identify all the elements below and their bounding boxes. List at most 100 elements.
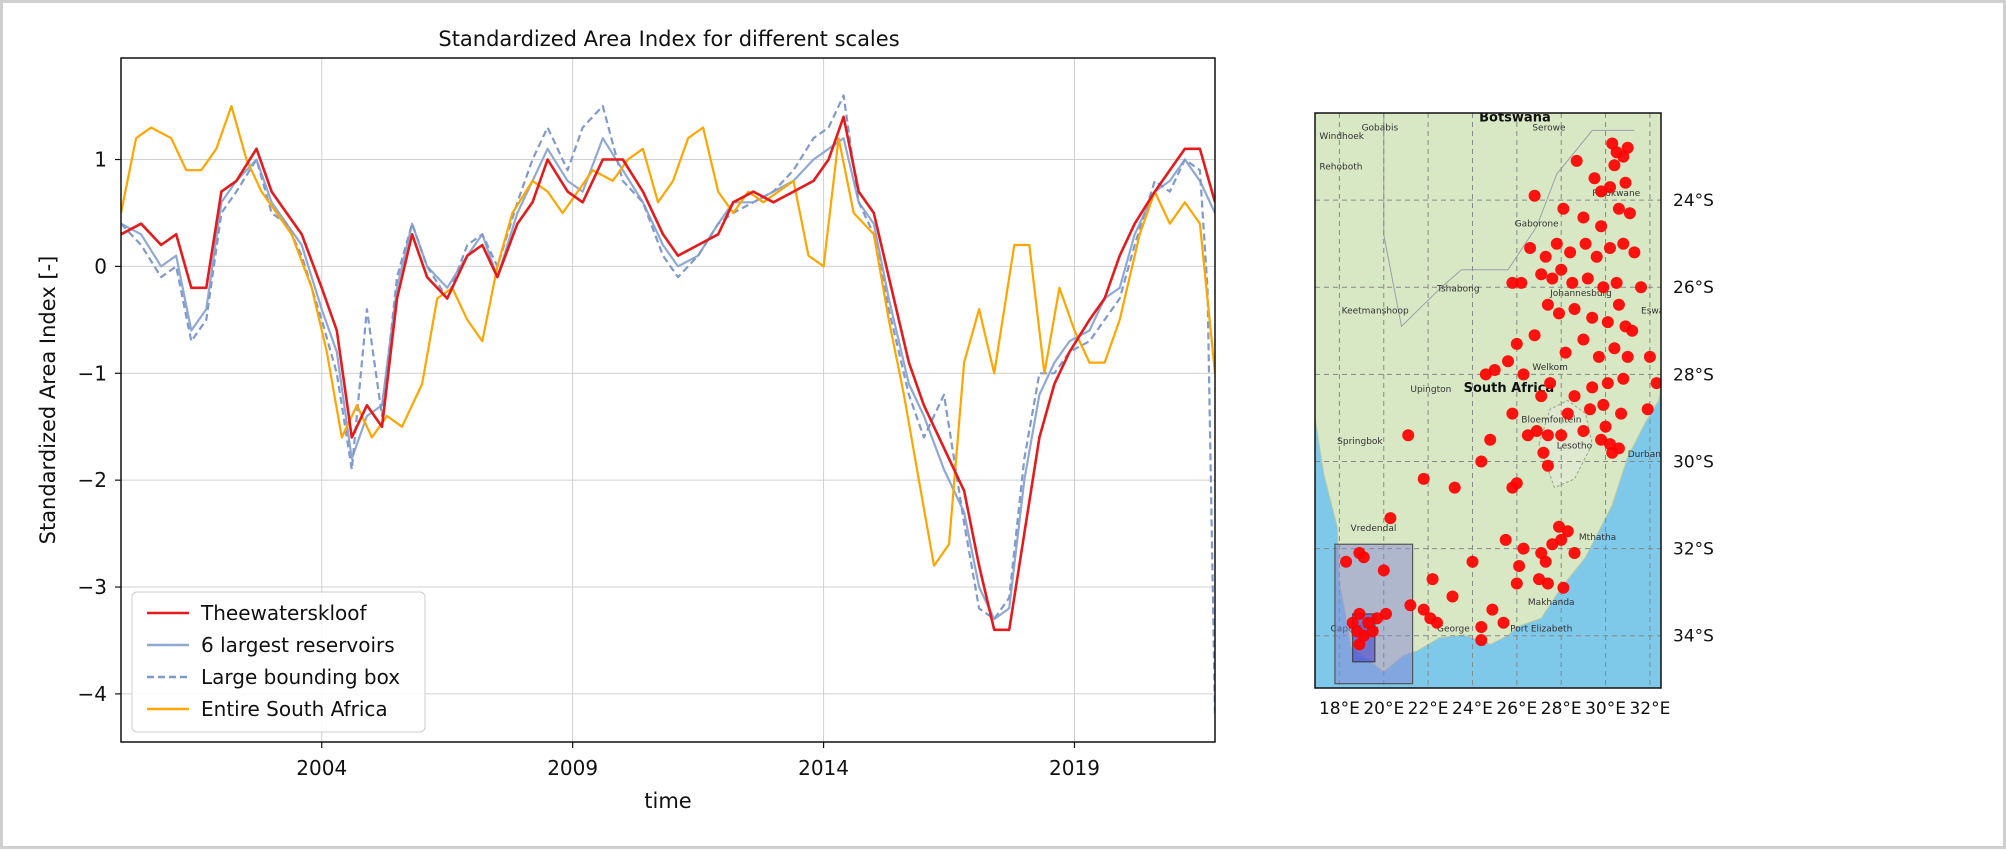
reservoir-point [1553, 307, 1565, 320]
reservoir-point [1510, 337, 1523, 350]
place-label: South Africa [1464, 381, 1555, 396]
reservoir-point [1541, 459, 1554, 472]
reservoir-point [1588, 172, 1601, 185]
x-axis-label: time [644, 789, 691, 813]
place-label: Serowe [1532, 123, 1566, 133]
place-label: Bloemfontein [1521, 415, 1581, 425]
place-label: Mthatha [1579, 533, 1616, 543]
legend: Theewaterskloof 6 largest reservoirs Large… [131, 591, 426, 733]
reservoir-point [1446, 590, 1459, 603]
place-labels: Botswana South Africa Eswatini Lesotho Windh… [1319, 113, 1661, 634]
reservoir-point [1417, 472, 1430, 485]
reservoir-point [1537, 446, 1550, 459]
reservoir-point [1612, 202, 1625, 215]
reservoir-point [1650, 377, 1661, 390]
series-lines [121, 94, 1215, 716]
x-axis-ticks: 2004 2009 2014 2019 [296, 742, 1100, 780]
reservoir-point [1561, 525, 1574, 538]
reservoir-point [1484, 433, 1497, 446]
reservoir-point [1528, 329, 1541, 342]
reservoir-point [1380, 607, 1392, 620]
reservoir-point [1590, 250, 1603, 263]
legend-label: Entire South Africa [201, 697, 388, 721]
reservoir-point [1530, 425, 1543, 437]
reservoir-point [1601, 316, 1614, 329]
place-label: Upington [1410, 385, 1451, 395]
reservoir-point [1533, 573, 1545, 586]
reservoir-point [1570, 154, 1583, 167]
reservoir-point [1402, 429, 1415, 442]
reservoir-point [1486, 603, 1499, 616]
x-tick-label: 2004 [296, 756, 347, 780]
reservoir-point [1353, 607, 1366, 620]
reservoir-point [1535, 390, 1548, 403]
map-lat-label: 24°S [1673, 191, 1714, 211]
reservoir-point [1431, 616, 1443, 629]
y-tick-label: 1 [94, 148, 107, 172]
map-longitude-ticks: 18°E 20°E 22°E 24°E 26°E 28°E 30°E 32°E [1319, 699, 1670, 719]
chart-title: Standardized Area Index for different sc… [438, 27, 899, 51]
map-lat-label: 30°S [1673, 452, 1714, 472]
reservoir-point [1546, 538, 1559, 551]
reservoir-point [1541, 429, 1554, 442]
reservoir-point [1557, 202, 1570, 215]
place-label: Gaborone [1515, 219, 1559, 229]
reservoir-point [1557, 581, 1570, 594]
reservoir-point [1555, 429, 1568, 442]
reservoir-point [1621, 350, 1634, 363]
reservoir-point [1592, 350, 1605, 363]
reservoir-point [1586, 311, 1599, 324]
reservoir-point [1371, 612, 1384, 625]
x-tick-label: 2019 [1049, 756, 1100, 780]
reservoir-point [1577, 211, 1590, 224]
legend-label: Large bounding box [201, 665, 400, 689]
reservoir-point [1597, 281, 1610, 294]
place-label: Makhanda [1528, 598, 1575, 608]
reservoir-point [1615, 407, 1628, 420]
place-label: Vredendal [1350, 524, 1396, 534]
reservoir-point [1608, 159, 1621, 172]
place-label: George [1437, 624, 1470, 634]
y-axis-ticks: 1 0 −1 −2 −3 −4 [78, 148, 121, 706]
reservoir-point [1564, 246, 1577, 259]
reservoir-point [1566, 276, 1579, 289]
map-lon-label: 20°E [1363, 699, 1404, 719]
reservoir-point [1488, 364, 1501, 376]
series-line-entire-south-africa [121, 104, 1215, 567]
reservoir-point [1577, 425, 1590, 437]
reservoir-point [1528, 189, 1541, 202]
reservoir-point [1521, 429, 1534, 442]
map-lon-label: 24°E [1452, 699, 1493, 719]
reservoir-point [1635, 281, 1647, 294]
legend-box [131, 591, 426, 733]
reservoir-point [1475, 455, 1488, 468]
place-label: Windhoek [1319, 132, 1364, 142]
y-tick-label: −2 [78, 468, 107, 492]
reservoir-point [1426, 573, 1439, 586]
map-lon-label: 26°E [1496, 699, 1537, 719]
reservoir-point [1535, 268, 1548, 281]
place-label: Gobabis [1362, 123, 1399, 133]
reservoir-point [1604, 242, 1616, 254]
y-tick-label: −3 [78, 575, 107, 599]
reservoir-point [1561, 407, 1574, 420]
place-label: Welkom [1532, 363, 1568, 373]
place-label: Springbok [1337, 437, 1383, 447]
reservoir-point [1541, 577, 1554, 590]
reservoir-point [1539, 555, 1552, 568]
reservoir-point [1579, 237, 1592, 250]
reservoir-point [1377, 564, 1390, 577]
reservoir-point [1417, 603, 1430, 616]
reservoir-point [1384, 512, 1397, 525]
reservoir-point [1404, 599, 1417, 612]
map-lon-label: 28°E [1541, 699, 1582, 719]
y-axis-label: Standardized Area Index [-] [36, 256, 60, 545]
reservoir-point [1606, 446, 1619, 459]
reservoir-point [1555, 263, 1568, 276]
reservoir-point [1599, 420, 1612, 433]
map-lon-label: 18°E [1319, 699, 1360, 719]
reservoir-point [1586, 381, 1599, 394]
reservoir-point [1601, 377, 1614, 390]
reservoir-point [1610, 276, 1623, 289]
reservoir-point [1559, 346, 1572, 359]
